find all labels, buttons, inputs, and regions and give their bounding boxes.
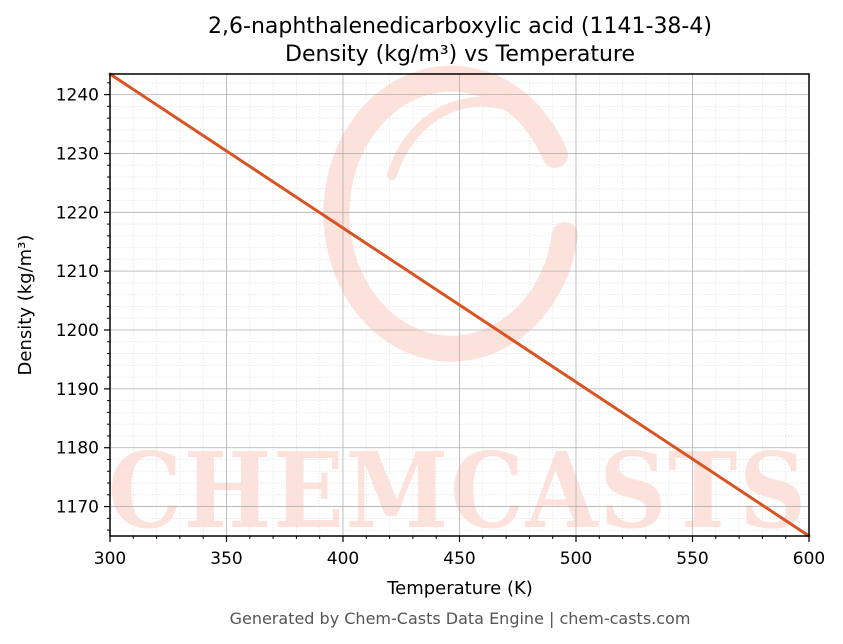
chart-title: 2,6-naphthalenedicarboxylic acid (1141-3… <box>208 14 712 39</box>
y-tick-label: 1220 <box>56 203 99 223</box>
y-tick-label: 1170 <box>56 498 99 518</box>
x-axis-ticks: 300 350 400 450 500 550 600 <box>94 536 825 569</box>
y-axis-label: Density (kg/m³) <box>15 235 36 376</box>
y-tick-label: 1200 <box>56 321 99 341</box>
footer-credit: Generated by Chem-Casts Data Engine | ch… <box>230 609 691 628</box>
x-tick-label: 500 <box>560 549 592 569</box>
series-layer <box>108 72 811 538</box>
y-tick-label: 1190 <box>56 380 99 400</box>
x-tick-label: 550 <box>676 549 708 569</box>
y-tick-label: 1180 <box>56 439 99 459</box>
y-tick-label: 1240 <box>56 86 99 106</box>
y-axis-ticks: 1170 1180 1190 1200 1210 1220 1230 1240 <box>56 82 110 531</box>
watermark: CHEMCASTS <box>108 65 808 552</box>
chemcasts-logo-c-icon <box>323 65 578 362</box>
watermark-text: CHEMCASTS <box>108 429 808 552</box>
y-tick-label: 1210 <box>56 262 99 282</box>
y-tick-label: 1230 <box>56 144 99 164</box>
x-tick-label: 600 <box>793 549 825 569</box>
x-tick-label: 350 <box>210 549 242 569</box>
chart-subtitle: Density (kg/m³) vs Temperature <box>285 42 635 67</box>
x-tick-label: 300 <box>94 549 126 569</box>
x-tick-label: 400 <box>327 549 359 569</box>
series-line <box>108 72 811 538</box>
x-tick-label: 450 <box>443 549 475 569</box>
x-axis-label: Temperature (K) <box>386 578 533 599</box>
